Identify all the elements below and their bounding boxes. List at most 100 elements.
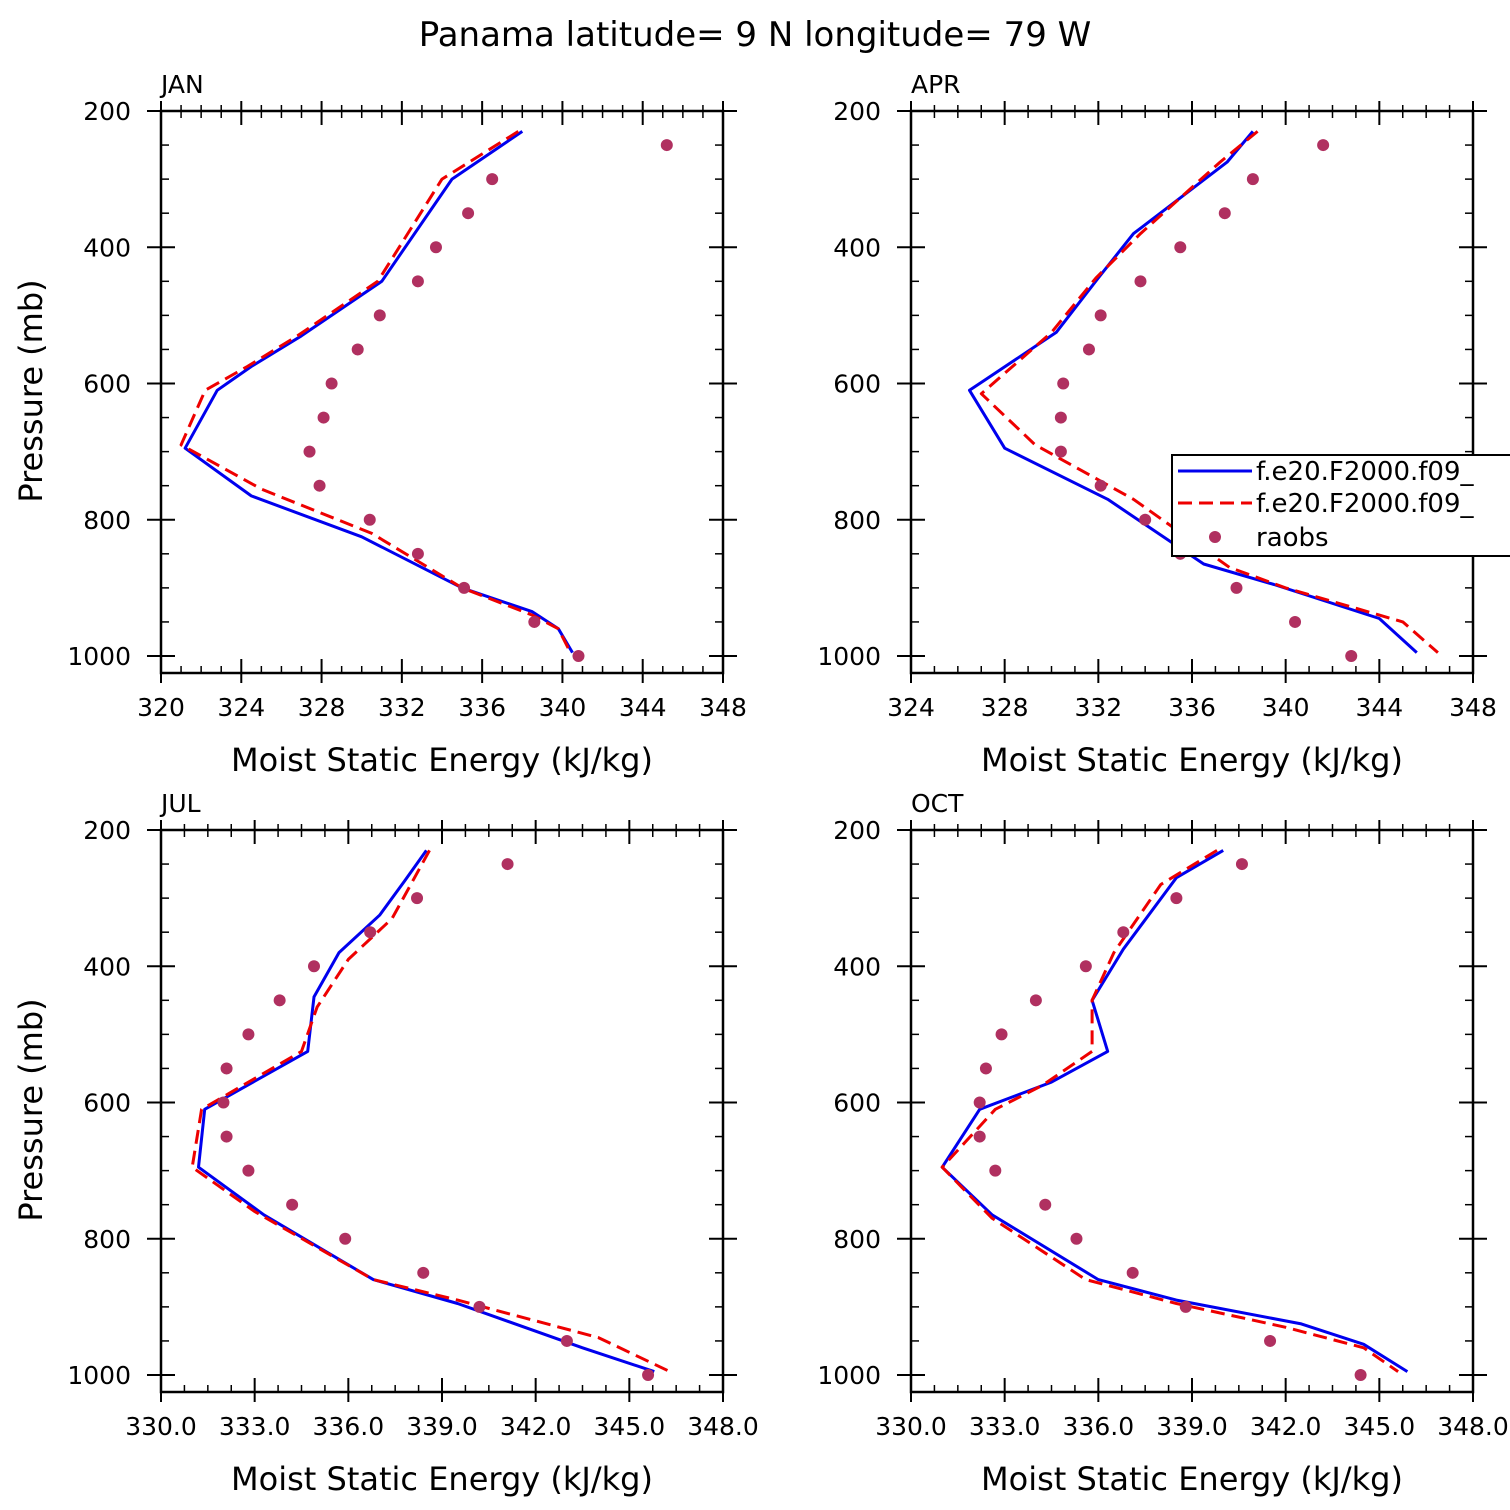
x-tick-label: 320	[137, 693, 185, 722]
raobs-point	[363, 513, 376, 526]
raobs-point	[473, 1300, 486, 1313]
chart-panel-oct: OCT 330.0 333.0 336.0 339.0 342.0 345.0 348.0 20…	[817, 789, 1508, 1498]
raobs-point	[1218, 207, 1231, 220]
raobs-point	[1057, 377, 1070, 390]
series-line-dashed	[179, 130, 572, 654]
raobs-point	[1317, 139, 1330, 152]
raobs-point	[417, 1266, 430, 1279]
raobs-point	[1126, 1266, 1139, 1279]
x-tick-label: 336	[1168, 693, 1216, 722]
plot-frame	[159, 828, 725, 1394]
raobs-point	[313, 479, 326, 492]
raobs-point	[242, 1028, 255, 1041]
legend-entry-label: f.e20.F2000.f09_	[1256, 457, 1474, 487]
x-axis-title: Moist Static Energy (kJ/kg)	[231, 741, 653, 779]
raobs-point	[1039, 1198, 1052, 1211]
raobs-point	[217, 1096, 230, 1109]
raobs-point	[307, 960, 320, 973]
raobs-point	[501, 858, 514, 871]
raobs-point	[411, 275, 424, 288]
raobs-point	[411, 547, 424, 560]
series-group	[940, 849, 1409, 1381]
y-tick-label: 1000	[817, 1361, 881, 1390]
chart-panel-apr: APR 324 328 332 336 340 344 348 200 400 600 800 1000…	[817, 70, 1510, 779]
raobs-point	[462, 207, 475, 220]
x-tick-label: 328	[981, 693, 1029, 722]
raobs-point	[373, 309, 386, 322]
raobs-point	[642, 1369, 655, 1381]
raobs-point	[273, 994, 286, 1007]
raobs-point	[560, 1334, 573, 1347]
raobs-point	[1289, 615, 1302, 628]
series-group	[190, 849, 671, 1381]
x-tick-label: 328	[298, 693, 346, 722]
chart-panel-jul: JUL 330.0 333.0 336.0 339.0 342.0 345.0 348.0 20…	[12, 789, 759, 1498]
raobs-point	[1094, 309, 1107, 322]
raobs-point	[486, 173, 499, 186]
series-line-dashed	[940, 849, 1399, 1373]
raobs-point	[979, 1062, 992, 1075]
legend-entry-label: raobs	[1256, 523, 1329, 553]
raobs-point	[989, 1164, 1002, 1177]
plot-frame	[909, 109, 1475, 675]
raobs-point	[1094, 479, 1107, 492]
raobs-point	[351, 343, 364, 356]
x-tick-label: 342.0	[1250, 1412, 1322, 1441]
panel-label: JAN	[159, 70, 204, 99]
raobs-point	[1139, 513, 1152, 526]
x-tick-label: 330.0	[875, 1412, 947, 1441]
x-tick-label: 348	[1449, 693, 1497, 722]
y-tick-label: 1000	[67, 642, 131, 671]
x-axis-title: Moist Static Energy (kJ/kg)	[231, 1460, 653, 1498]
y-tick-label: 800	[83, 1225, 131, 1254]
y-tick-label: 400	[833, 233, 881, 262]
panel-label: APR	[911, 70, 961, 99]
panels-group: JAN 320 324 328 332 336 340 344 348 200 400 600 800 1…	[12, 70, 1510, 1498]
y-tick-label: 600	[833, 370, 881, 399]
raobs-point	[220, 1062, 233, 1075]
series-line-solid	[940, 849, 1409, 1373]
y-tick-label: 200	[833, 97, 881, 126]
legend-box	[1171, 454, 1510, 557]
y-tick-label: 1000	[67, 1361, 131, 1390]
x-tick-label: 336.0	[1063, 1412, 1135, 1441]
x-tick-label: 332	[378, 693, 426, 722]
x-tick-label: 333.0	[219, 1412, 291, 1441]
raobs-point	[1134, 275, 1147, 288]
x-tick-label: 340	[1262, 693, 1310, 722]
series-line-dashed	[979, 130, 1439, 654]
x-tick-label: 344	[619, 693, 667, 722]
raobs-point	[1170, 892, 1183, 905]
chart-panel-jan: JAN 320 324 328 332 336 340 344 348 200 400 600 800 1…	[12, 70, 747, 779]
y-tick-label: 600	[83, 370, 131, 399]
y-tick-label: 800	[833, 506, 881, 535]
y-tick-label: 200	[83, 816, 131, 845]
raobs-point	[364, 926, 377, 939]
raobs-point	[1246, 173, 1259, 186]
raobs-point	[973, 1096, 986, 1109]
x-tick-label: 333.0	[969, 1412, 1041, 1441]
raobs-point	[660, 139, 673, 152]
x-tick-label: 339.0	[1156, 1412, 1228, 1441]
raobs-point	[1054, 411, 1067, 424]
y-tick-label: 400	[83, 952, 131, 981]
legend: f.e20.F2000.f09_f.e20.F2000.f09_raobs	[1171, 454, 1510, 557]
raobs-point	[1117, 926, 1130, 939]
x-tick-label: 336.0	[313, 1412, 385, 1441]
panel-label: JUL	[159, 789, 201, 818]
x-tick-label: 324	[217, 693, 265, 722]
raobs-point	[572, 650, 585, 662]
x-tick-label: 342.0	[500, 1412, 572, 1441]
raobs-point	[1264, 1334, 1277, 1347]
raobs-point	[995, 1028, 1008, 1041]
x-tick-label: 324	[887, 693, 935, 722]
raobs-point	[339, 1232, 352, 1245]
x-axis-title: Moist Static Energy (kJ/kg)	[981, 1460, 1403, 1498]
series-group	[179, 130, 673, 662]
y-tick-label: 600	[83, 1089, 131, 1118]
raobs-point	[286, 1198, 299, 1211]
raobs-point	[1354, 1369, 1367, 1381]
raobs-point	[317, 411, 330, 424]
panel-label: OCT	[911, 789, 964, 818]
